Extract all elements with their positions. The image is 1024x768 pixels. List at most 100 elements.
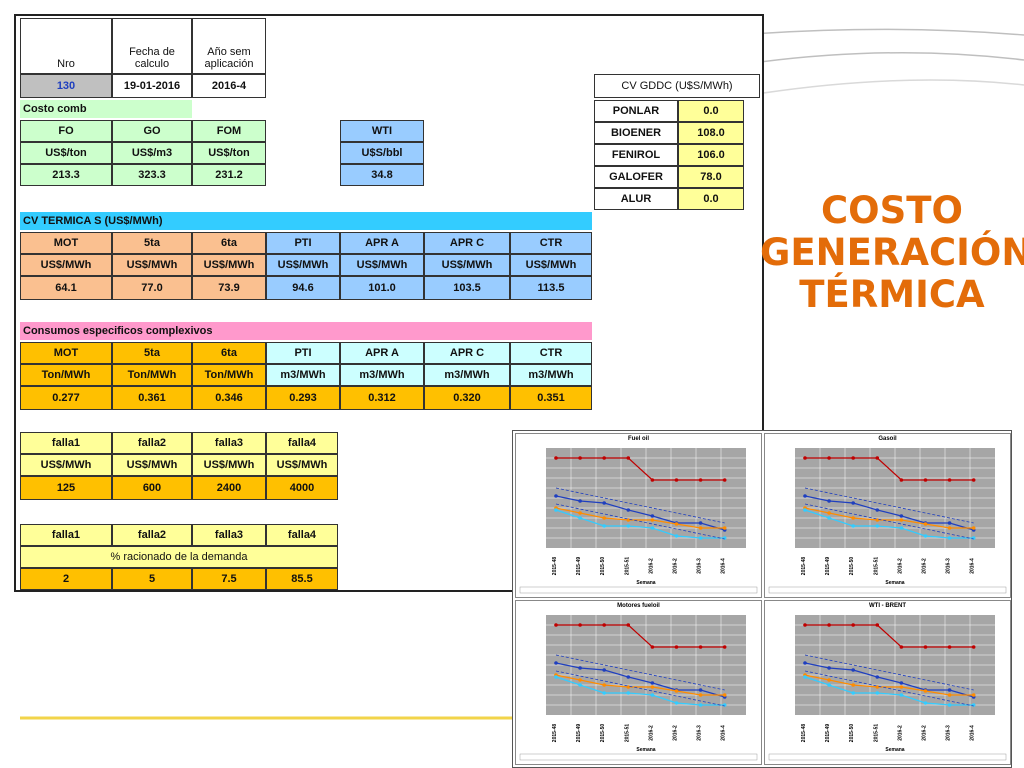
- series-marker: [698, 526, 703, 530]
- chart-plot: 2015-48 2015-49 2015-50 2015-51 2016-2 2016-2…: [768, 448, 1007, 594]
- series-marker: [923, 645, 928, 649]
- chart-motores-fueloil: 2015-48 2015-49 2015-50 2015-51 2016-2 2016-2…: [515, 600, 762, 765]
- x-tick-label: 2016-2: [897, 725, 903, 741]
- series-marker: [674, 522, 679, 526]
- series-marker: [602, 691, 606, 695]
- x-tick-label: 2016-4: [721, 725, 727, 741]
- series-marker: [899, 518, 904, 522]
- cv-col-value: 101.0: [340, 276, 424, 300]
- series-line: [555, 662, 725, 698]
- x-tick-label: 2016-3: [697, 558, 703, 574]
- consumo-col-header: APR A: [340, 342, 424, 364]
- series-marker: [698, 478, 703, 482]
- series-marker: [674, 645, 679, 649]
- fuel-unit-fom: US$/ton: [192, 142, 266, 164]
- x-tick-label: 2016-4: [721, 558, 727, 574]
- x-tick-label: 2016-4: [970, 558, 976, 574]
- cv-col-unit: US$/MWh: [510, 254, 592, 276]
- series-marker: [971, 478, 976, 482]
- charts-panel: 2015-48 2015-49 2015-50 2015-51 2016-2 2016-2…: [512, 430, 1012, 768]
- series-line: [804, 509, 974, 539]
- series-marker: [698, 521, 703, 525]
- cv-termicas-label: CV TERMICA S (US$/MWh): [20, 212, 592, 230]
- series-line: [804, 507, 974, 529]
- series-marker: [899, 681, 904, 685]
- x-tick-label: 2016-2: [921, 725, 927, 741]
- series-marker: [722, 536, 727, 540]
- band-line: [555, 654, 725, 691]
- series-marker: [827, 683, 831, 687]
- series-marker: [626, 524, 631, 528]
- series-line: [555, 509, 725, 539]
- spreadsheet: Nro Fecha de calculo Año sem aplicación …: [14, 14, 764, 592]
- series-line: [804, 495, 974, 531]
- series-marker: [722, 526, 727, 530]
- chart-wti-brent: 2015-48 2015-49 2015-50 2015-51 2016-2 2016-2…: [764, 600, 1011, 765]
- falla-header: falla4: [266, 432, 338, 454]
- series-line: [804, 674, 974, 696]
- series-marker: [602, 524, 606, 528]
- consumo-col-unit: m3/MWh: [424, 364, 510, 386]
- fuel-unit-go: US$/m3: [112, 142, 192, 164]
- x-tick-label: 2015-49: [576, 557, 582, 576]
- x-tick-label: 2016-2: [648, 725, 654, 741]
- x-tick-label: 2016-2: [897, 558, 903, 574]
- chart-plot: 2015-48 2015-49 2015-50 2015-51 2016-2 2016-2…: [519, 448, 758, 594]
- band-line: [555, 487, 725, 524]
- series-marker: [650, 518, 655, 522]
- series-marker: [650, 514, 655, 518]
- cv-col-header: MOT: [20, 232, 112, 254]
- chart-title: Motores fueloil: [617, 603, 660, 609]
- racionado-value: 85.5: [266, 568, 338, 590]
- consumo-col-header: PTI: [266, 342, 340, 364]
- consumo-col-unit: Ton/MWh: [192, 364, 266, 386]
- legend-box: [768, 753, 1007, 761]
- series-marker: [626, 508, 631, 512]
- series-marker: [827, 499, 831, 503]
- cv-col-unit: US$/MWh: [192, 254, 266, 276]
- band-line: [804, 654, 974, 691]
- series-marker: [722, 645, 727, 649]
- series-marker: [626, 456, 631, 460]
- x-axis-label: Semana: [636, 747, 655, 753]
- consumo-col-unit: Ton/MWh: [20, 364, 112, 386]
- racionado-header: falla3: [192, 524, 266, 546]
- gddc-value-fenirol: 106.0: [678, 144, 744, 166]
- series-marker: [674, 689, 679, 693]
- x-tick-label: 2015-51: [873, 724, 879, 743]
- series-marker: [875, 623, 880, 627]
- x-axis-label: Semana: [885, 580, 904, 586]
- fuel-name-fo: FO: [20, 120, 112, 142]
- series-marker: [578, 678, 582, 682]
- chart-title: Fuel oil: [628, 436, 649, 442]
- racionado-value: 2: [20, 568, 112, 590]
- series-marker: [875, 524, 880, 528]
- series-marker: [602, 668, 606, 672]
- x-tick-label: 2015-48: [552, 557, 558, 576]
- band-line: [555, 670, 725, 707]
- series-marker: [650, 681, 655, 685]
- gddc-value-ponlar: 0.0: [678, 100, 744, 122]
- series-marker: [674, 534, 679, 538]
- costo-comb-label: Costo comb: [20, 100, 192, 118]
- series-marker: [803, 494, 807, 498]
- series-marker: [803, 508, 807, 512]
- gddc-name-fenirol: FENIROL: [594, 144, 678, 166]
- cv-col-unit: US$/MWh: [20, 254, 112, 276]
- falla-value: 4000: [266, 476, 338, 500]
- consumo-col-unit: m3/MWh: [510, 364, 592, 386]
- x-tick-label: 2015-48: [801, 724, 807, 743]
- racionado-value: 5: [112, 568, 192, 590]
- cv-col-header: APR C: [424, 232, 510, 254]
- consumo-col-unit: m3/MWh: [266, 364, 340, 386]
- series-marker: [698, 688, 703, 692]
- series-marker: [626, 623, 631, 627]
- x-tick-label: 2015-51: [624, 557, 630, 576]
- cv-col-value: 73.9: [192, 276, 266, 300]
- falla-value: 600: [112, 476, 192, 500]
- x-tick-label: 2016-2: [648, 558, 654, 574]
- x-tick-label: 2015-49: [576, 724, 582, 743]
- fecha-value: 19-01-2016: [112, 74, 192, 98]
- series-line: [805, 624, 974, 648]
- falla-unit: US$/MWh: [112, 454, 192, 476]
